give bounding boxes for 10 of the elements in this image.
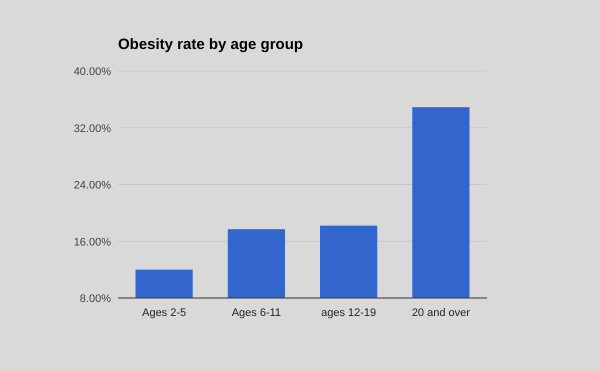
x-tick-label: Ages 2-5	[142, 307, 186, 319]
x-tick-label: Ages 6-11	[232, 307, 282, 319]
y-tick-label: 8.00%	[80, 293, 112, 305]
y-tick-label: 40.00%	[74, 66, 112, 78]
y-tick-label: 16.00%	[74, 236, 112, 248]
y-tick-label: 24.00%	[74, 180, 112, 192]
chart-title: Obesity rate by age group	[118, 36, 304, 53]
y-tick-label: 32.00%	[74, 122, 112, 135]
x-tick-label: ages 12-19	[321, 307, 376, 319]
x-tick-label: 20 and over	[412, 307, 470, 319]
